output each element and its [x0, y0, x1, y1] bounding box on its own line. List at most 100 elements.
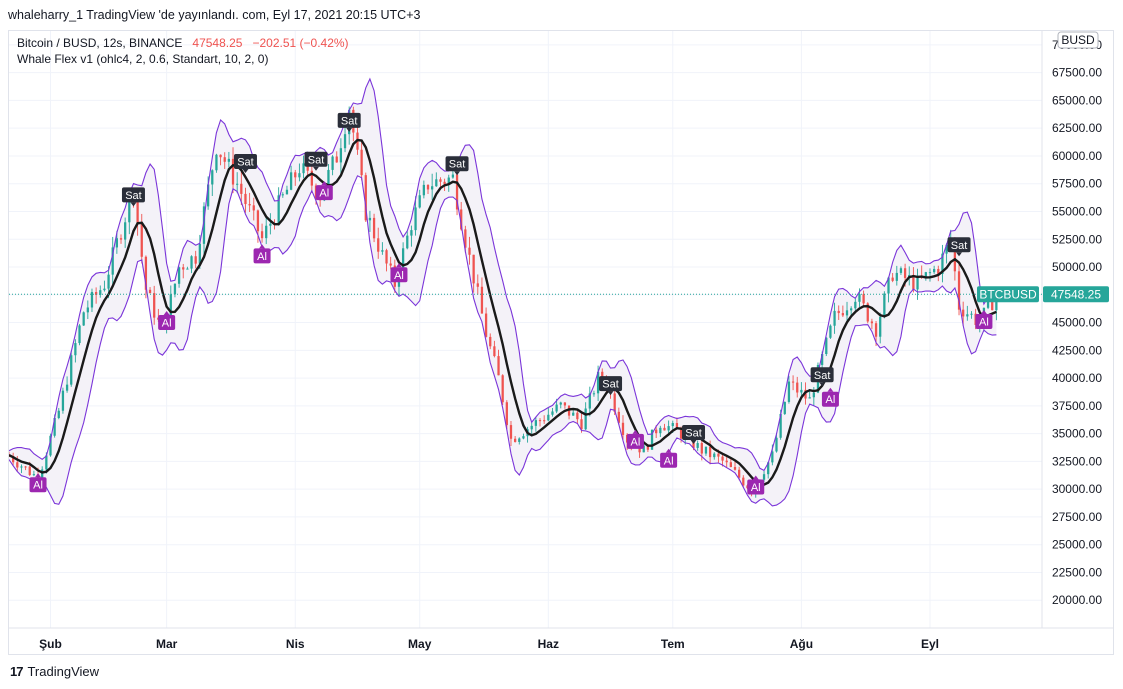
- candle: [518, 437, 521, 445]
- candle-body: [302, 163, 305, 174]
- candle: [99, 285, 102, 298]
- candle-body: [945, 244, 948, 254]
- candle-body: [642, 445, 645, 453]
- candle-body: [20, 466, 23, 468]
- x-tick-label: Haz: [538, 637, 559, 651]
- candle: [426, 184, 430, 194]
- signal-badge: [29, 477, 47, 493]
- candle: [153, 285, 156, 325]
- y-tick-label: 52500.00: [1052, 232, 1102, 246]
- candle: [796, 376, 799, 398]
- candle: [368, 210, 372, 232]
- candle-body: [717, 453, 720, 457]
- signal-pointer: [130, 202, 137, 207]
- candle-body: [505, 402, 508, 426]
- candle: [572, 410, 575, 416]
- candle: [493, 340, 496, 358]
- lower-band-line: [9, 175, 997, 507]
- indicator-name: Whale Flex v1 (ohlc4, 2, 0.6, Standart, …: [17, 52, 269, 66]
- candle-body: [136, 200, 139, 224]
- candle: [833, 302, 836, 334]
- candle-body: [119, 238, 123, 240]
- y-tick-label: 22500.00: [1052, 565, 1102, 579]
- basis-line: [9, 138, 997, 486]
- signal-badge: [682, 425, 706, 441]
- candle-body: [783, 401, 786, 414]
- candle-body: [742, 477, 745, 486]
- signal-badge: [821, 391, 839, 407]
- candle-body: [49, 435, 52, 456]
- candle-body: [194, 256, 197, 264]
- candle-body: [899, 268, 903, 273]
- candle-body: [563, 402, 567, 406]
- candle-body: [493, 346, 496, 357]
- candle-body: [862, 294, 865, 304]
- sell-signal: Sat: [682, 425, 706, 445]
- candle-body: [866, 303, 869, 322]
- candle-body: [953, 239, 957, 272]
- candle-body: [435, 179, 438, 187]
- candle: [57, 408, 60, 420]
- candle: [269, 213, 272, 235]
- candle-body: [211, 170, 214, 185]
- candle-body: [580, 419, 583, 430]
- signal-badge: [947, 237, 971, 253]
- chart-frame[interactable]: [8, 30, 1114, 655]
- candle-body: [460, 209, 463, 230]
- candle-body: [74, 343, 77, 356]
- candle: [82, 311, 85, 326]
- candle: [49, 433, 52, 457]
- candle-body: [381, 250, 384, 252]
- candle: [173, 283, 177, 298]
- candle-body: [53, 417, 56, 436]
- sell-signal: Sat: [121, 187, 145, 207]
- candle-body: [841, 313, 845, 316]
- candle: [592, 390, 596, 397]
- signal-pointer: [827, 387, 834, 392]
- signal-badge: [599, 376, 623, 392]
- candle: [563, 401, 567, 409]
- candle: [879, 312, 882, 344]
- candle-body: [762, 474, 766, 480]
- candle-body: [617, 411, 620, 423]
- candle: [119, 234, 123, 244]
- candle: [302, 155, 305, 179]
- candle-body: [289, 172, 293, 190]
- candle: [182, 263, 185, 279]
- candle-body: [779, 413, 782, 438]
- candle-body: [767, 462, 770, 475]
- signal-label: Al: [33, 480, 43, 492]
- candle: [136, 199, 139, 236]
- candle: [534, 417, 538, 432]
- sell-signal: Sat: [599, 376, 623, 396]
- candle: [285, 185, 289, 195]
- footer-brand: TradingView: [27, 664, 100, 679]
- candle: [422, 180, 426, 199]
- symbol-price: 47548.25: [192, 36, 243, 50]
- signal-pointer: [346, 127, 353, 132]
- sell-signal: Sat: [947, 237, 971, 257]
- buy-signal: Al: [390, 263, 408, 283]
- candle: [372, 213, 376, 243]
- candle-body: [708, 446, 712, 458]
- x-tick-label: Tem: [661, 637, 685, 651]
- candle-body: [970, 313, 973, 315]
- candle-body: [957, 271, 961, 310]
- signal-pointer: [632, 429, 639, 434]
- candle-body: [775, 437, 778, 452]
- candle-body: [659, 427, 662, 434]
- candle-body: [368, 217, 372, 221]
- x-tick-label: Nis: [286, 637, 305, 651]
- sell-signal: Sat: [337, 112, 361, 132]
- candle: [70, 350, 73, 387]
- candle: [364, 172, 367, 222]
- candle: [547, 407, 550, 422]
- candle-body: [451, 174, 455, 178]
- candle-body: [177, 267, 181, 284]
- candle: [663, 423, 666, 431]
- candle-body: [551, 411, 554, 415]
- candle-body: [879, 316, 882, 337]
- candle-body: [791, 381, 795, 383]
- candle: [472, 254, 475, 293]
